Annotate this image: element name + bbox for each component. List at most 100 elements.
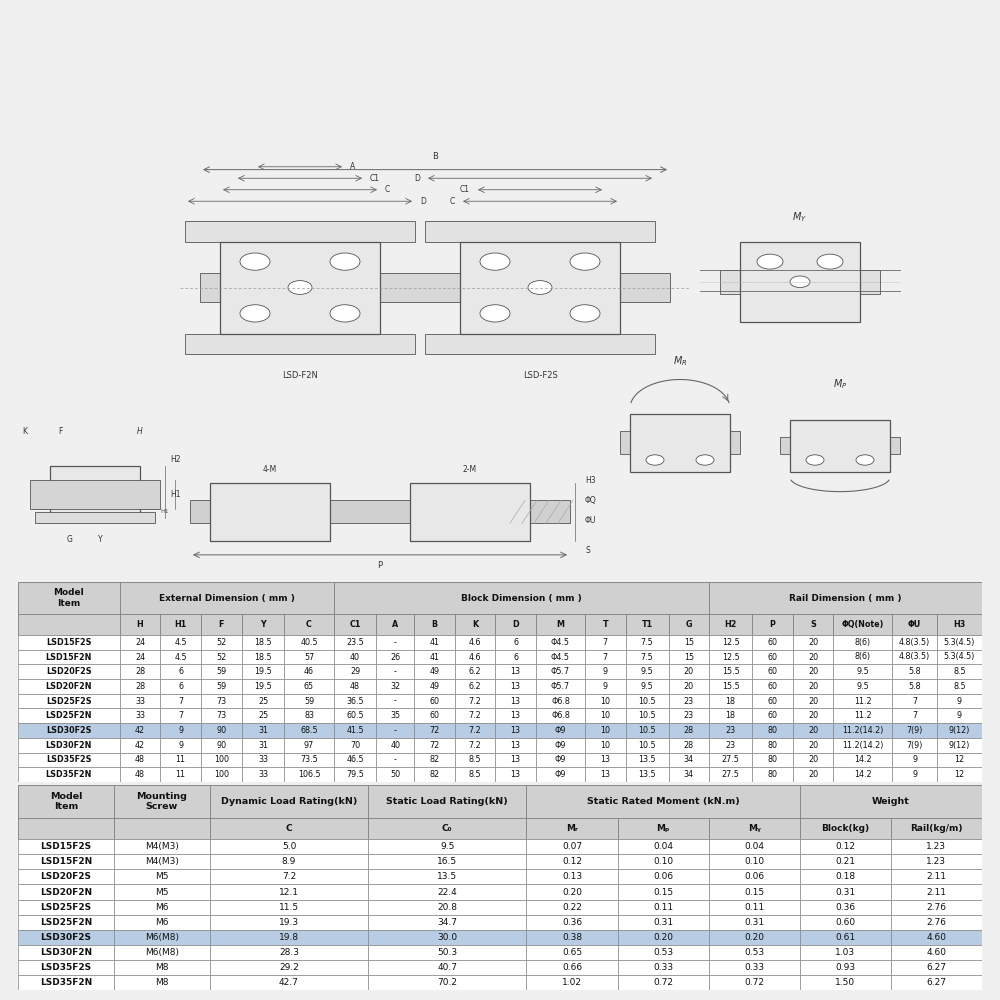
- Text: Model
Item: Model Item: [53, 588, 84, 608]
- Text: Y: Y: [98, 535, 102, 544]
- Text: Φ9: Φ9: [555, 726, 566, 735]
- Text: Static Rated Moment (kN.m): Static Rated Moment (kN.m): [587, 797, 739, 806]
- Text: 4.60: 4.60: [926, 948, 946, 957]
- Circle shape: [330, 253, 360, 270]
- Bar: [585, 614, 626, 635]
- Text: 60: 60: [767, 667, 777, 676]
- Text: 7.2: 7.2: [468, 697, 481, 706]
- Bar: [626, 767, 669, 782]
- Text: -: -: [394, 755, 397, 764]
- Bar: [18, 635, 120, 650]
- Bar: [50, 466, 140, 518]
- Bar: [937, 650, 982, 664]
- Bar: [18, 975, 114, 990]
- Bar: [455, 614, 495, 635]
- Bar: [160, 614, 201, 635]
- Text: 4.8(3.5): 4.8(3.5): [899, 638, 930, 647]
- Text: Y: Y: [260, 620, 266, 629]
- Text: 18.5: 18.5: [254, 638, 272, 647]
- Text: 6: 6: [178, 667, 183, 676]
- Bar: [120, 723, 160, 738]
- Text: 0.33: 0.33: [653, 963, 673, 972]
- Text: 7: 7: [912, 711, 917, 720]
- Text: 82: 82: [429, 770, 439, 779]
- Text: 9: 9: [912, 755, 917, 764]
- Text: 5.8: 5.8: [908, 682, 921, 691]
- Bar: [18, 930, 114, 945]
- Text: H3: H3: [953, 620, 966, 629]
- Bar: [114, 915, 210, 930]
- Bar: [833, 723, 892, 738]
- Bar: [800, 818, 891, 839]
- Bar: [334, 679, 376, 694]
- Text: 5.0: 5.0: [282, 842, 296, 851]
- Text: C: C: [450, 197, 455, 206]
- Bar: [242, 679, 284, 694]
- Text: 25: 25: [258, 711, 268, 720]
- Text: 24: 24: [135, 638, 145, 647]
- Bar: [800, 785, 982, 818]
- Bar: [376, 738, 414, 753]
- Text: 0.06: 0.06: [744, 872, 764, 881]
- Bar: [937, 753, 982, 767]
- Bar: [669, 723, 709, 738]
- Bar: [210, 839, 368, 854]
- Text: Model
Item: Model Item: [50, 792, 82, 811]
- Bar: [709, 818, 800, 839]
- Bar: [120, 664, 160, 679]
- Text: ΦQ(Note): ΦQ(Note): [842, 620, 884, 629]
- Text: 1.50: 1.50: [835, 978, 855, 987]
- Bar: [669, 650, 709, 664]
- Bar: [526, 930, 618, 945]
- Bar: [585, 753, 626, 767]
- Bar: [892, 635, 937, 650]
- Text: Mᵧ: Mᵧ: [748, 824, 761, 833]
- Bar: [376, 708, 414, 723]
- Text: 6: 6: [513, 652, 518, 662]
- Text: LSD15F2N: LSD15F2N: [40, 857, 92, 866]
- Text: C: C: [306, 620, 312, 629]
- Bar: [793, 694, 833, 708]
- Text: 0.10: 0.10: [653, 857, 673, 866]
- Text: A: A: [350, 162, 355, 171]
- Text: C1: C1: [370, 174, 380, 183]
- Text: LSD15F2S: LSD15F2S: [40, 842, 92, 851]
- Bar: [284, 753, 334, 767]
- Bar: [18, 708, 120, 723]
- Text: M6(M8): M6(M8): [145, 933, 179, 942]
- Text: 7: 7: [178, 697, 183, 706]
- Text: C: C: [286, 824, 292, 833]
- Text: F: F: [58, 427, 62, 436]
- Text: 73: 73: [216, 697, 226, 706]
- Text: 0.65: 0.65: [562, 948, 582, 957]
- Bar: [376, 723, 414, 738]
- Bar: [201, 635, 242, 650]
- Bar: [455, 738, 495, 753]
- Text: LSD20F2N: LSD20F2N: [40, 888, 92, 897]
- Bar: [210, 785, 368, 818]
- Bar: [284, 738, 334, 753]
- Text: 0.53: 0.53: [653, 948, 673, 957]
- Text: 40.7: 40.7: [437, 963, 457, 972]
- Circle shape: [646, 455, 664, 465]
- Text: Φ4.5: Φ4.5: [551, 652, 570, 662]
- Bar: [376, 664, 414, 679]
- Text: 4.8(3.5): 4.8(3.5): [899, 652, 930, 662]
- Bar: [891, 854, 982, 869]
- Bar: [455, 650, 495, 664]
- Text: Φ6.8: Φ6.8: [551, 711, 570, 720]
- Text: LSD15F2S: LSD15F2S: [46, 638, 92, 647]
- Text: 9: 9: [912, 770, 917, 779]
- Text: 7.5: 7.5: [641, 652, 653, 662]
- Text: LSD-F2S: LSD-F2S: [523, 371, 557, 380]
- Bar: [495, 679, 536, 694]
- Bar: [376, 767, 414, 782]
- Bar: [284, 664, 334, 679]
- Text: 79.5: 79.5: [346, 770, 364, 779]
- Text: 9: 9: [603, 667, 608, 676]
- Text: 7.5: 7.5: [641, 638, 653, 647]
- Bar: [368, 854, 526, 869]
- Text: 0.60: 0.60: [835, 918, 855, 927]
- Bar: [210, 975, 368, 990]
- Text: 60: 60: [767, 682, 777, 691]
